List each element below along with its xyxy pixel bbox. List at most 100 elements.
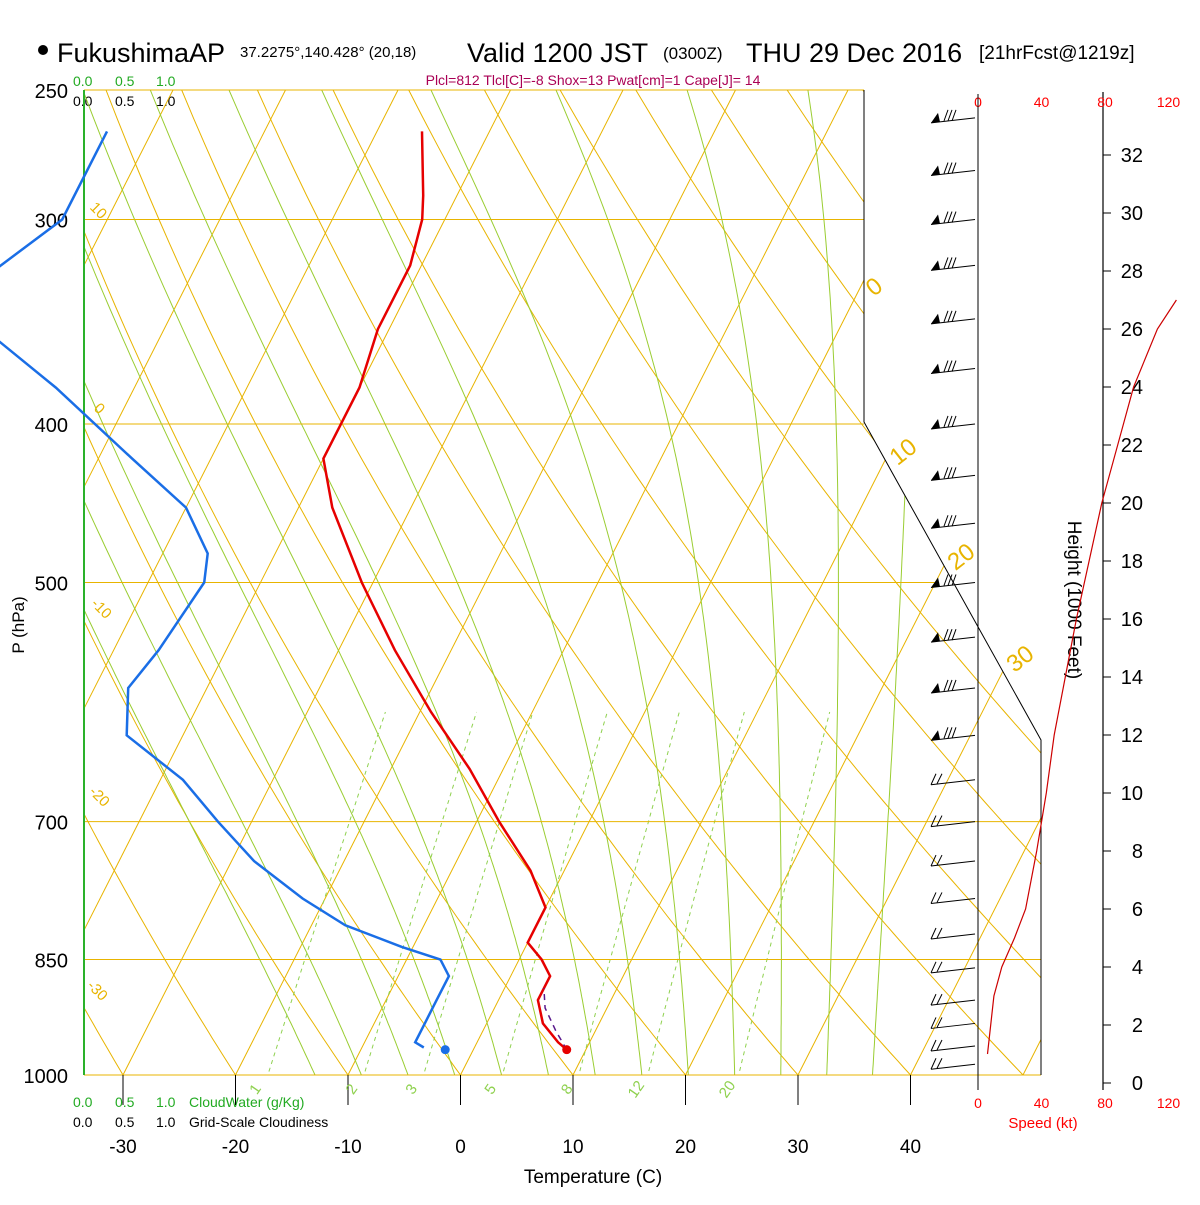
wind-barb-feather	[952, 680, 956, 691]
wind-barb-feather	[944, 311, 948, 322]
moist-adiabat-line	[217, 61, 601, 1110]
cloudwater-tick-0: 0.0	[73, 1094, 93, 1110]
pressure-tick-label: 500	[35, 574, 68, 596]
x-tick-label: -10	[334, 1137, 361, 1158]
cloudwater-top-tick-2: 1.0	[156, 73, 176, 89]
speed-tick-label-top: 40	[1034, 94, 1050, 110]
speed-tick-label-bottom: 40	[1034, 1095, 1050, 1111]
isotherm-line	[1023, 90, 1200, 1075]
wind-barb	[931, 163, 975, 176]
wind-barb-feather	[937, 816, 942, 826]
surface-temperature	[562, 1045, 571, 1054]
wind-barb-feather	[948, 361, 952, 372]
wind-barb-flag	[931, 518, 940, 528]
pressure-tick-label: 700	[35, 813, 68, 835]
wind-barb-feather	[931, 892, 936, 903]
wind-barb-feather	[931, 1058, 936, 1069]
height-tick-label: 24	[1121, 377, 1143, 399]
dry-adiabat-line	[0, 61, 144, 1110]
wind-barb	[931, 361, 975, 374]
pressure-tick-label: 300	[35, 211, 68, 233]
dry-adiabat-line	[544, 61, 1200, 1110]
height-tick-label: 26	[1121, 319, 1143, 341]
isotherm-label: 20	[943, 538, 981, 576]
wind-barb-feather	[944, 727, 948, 738]
dry-adiabat-line	[0, 61, 30, 1110]
wind-barb-feather	[931, 1040, 936, 1051]
wind-barb-feather	[948, 680, 952, 691]
background-grid	[0, 61, 1200, 1110]
cloudwater-label: CloudWater (g/Kg)	[189, 1094, 304, 1110]
wind-barb-feather	[952, 212, 956, 223]
wind-barb-feather	[944, 110, 948, 121]
wind-barb-feather	[944, 361, 948, 372]
dry-adiabat-line	[469, 61, 1200, 1110]
moist-adiabat-line	[543, 61, 735, 1110]
wind-barb-flag	[931, 215, 940, 225]
x-axis-label: Temperature (C)	[524, 1167, 662, 1188]
dry-adiabat-line	[843, 61, 1200, 1110]
wind-barb-feather	[944, 515, 948, 526]
wind-barb-feather	[931, 855, 936, 866]
height-tick-label: 18	[1121, 551, 1143, 573]
wind-barb-feather	[937, 1058, 942, 1068]
wind-barb-flag	[931, 730, 940, 740]
cloudiness-tick-1: 0.5	[115, 1114, 135, 1130]
wind-barb-feather	[931, 994, 936, 1005]
wind-barb-feather	[948, 467, 952, 478]
wind-barb	[931, 892, 975, 903]
station-dot	[38, 45, 48, 55]
height-tick-label: 30	[1121, 203, 1143, 225]
dry-adiabat-line	[619, 61, 1200, 1110]
wind-barb-feather	[931, 928, 936, 939]
y-axis-label: P (hPa)	[9, 596, 28, 653]
wind-barb-feather	[952, 467, 956, 478]
dry-adiabat-line	[20, 61, 600, 1110]
wind-barb	[931, 467, 975, 480]
wind-barb	[931, 311, 975, 324]
speed-tick-label-bottom: 120	[1157, 1095, 1181, 1111]
speed-axis-label: Speed (kt)	[1008, 1115, 1077, 1132]
wind-barb	[931, 680, 975, 693]
cloudiness-top-tick-0: 0.0	[73, 93, 93, 109]
mixing-ratio-line	[730, 712, 830, 1110]
wind-barb	[931, 212, 975, 225]
x-tick-label: 0	[455, 1137, 466, 1158]
zulu-time: (0300Z)	[663, 44, 723, 63]
moist-adiabat-line	[678, 61, 782, 1110]
mixing-ratio-label: 20	[716, 1078, 739, 1101]
isotherm-label: -30	[84, 977, 111, 1004]
wind-barb-feather	[944, 629, 948, 640]
wind-barb-feather	[937, 1040, 942, 1050]
cloudiness-label: Grid-Scale Cloudiness	[189, 1114, 328, 1130]
mixing-ratio-label: 2	[343, 1081, 362, 1098]
mixing-ratio-line	[493, 712, 608, 1110]
wind-barb-feather	[948, 257, 952, 268]
speed-tick-label-bottom: 80	[1097, 1095, 1113, 1111]
wind-barb-feather	[952, 110, 956, 121]
height-tick-label: 4	[1132, 957, 1143, 979]
isotherm-label: 30	[1002, 640, 1040, 678]
station-coords: 37.2275°,140.428° (20,18)	[240, 44, 416, 61]
wind-barb-feather	[952, 361, 956, 372]
wind-barb-flag	[931, 364, 940, 374]
forecast-info: [21hrFcst@1219z]	[979, 43, 1135, 64]
pressure-tick-label: 400	[35, 415, 68, 437]
wind-barb-feather	[952, 727, 956, 738]
mixing-ratio-line	[353, 712, 476, 1110]
dry-adiabat-line	[0, 61, 486, 1110]
isotherm-label: 10	[885, 433, 923, 471]
dry-adiabat-line	[245, 61, 943, 1110]
wind-barb	[931, 1040, 975, 1051]
wind-barb-feather	[948, 515, 952, 526]
moist-adiabat-line	[803, 61, 838, 1110]
pressure-tick-label: 850	[35, 951, 68, 973]
wind-barb-flag	[931, 260, 940, 270]
wind-barb	[931, 1017, 975, 1028]
cloudiness-top-tick-2: 1.0	[156, 93, 176, 109]
dry-adiabat-line	[993, 61, 1200, 1110]
wind-barb-flag	[931, 683, 940, 693]
x-tick-label: 20	[675, 1137, 696, 1158]
wind-barb-feather	[937, 855, 942, 865]
